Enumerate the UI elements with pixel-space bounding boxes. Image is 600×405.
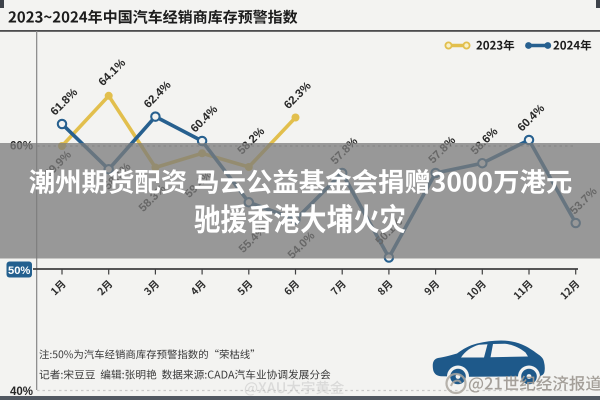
svg-text:50%: 50% (8, 265, 30, 277)
svg-text:40%: 40% (10, 386, 33, 398)
